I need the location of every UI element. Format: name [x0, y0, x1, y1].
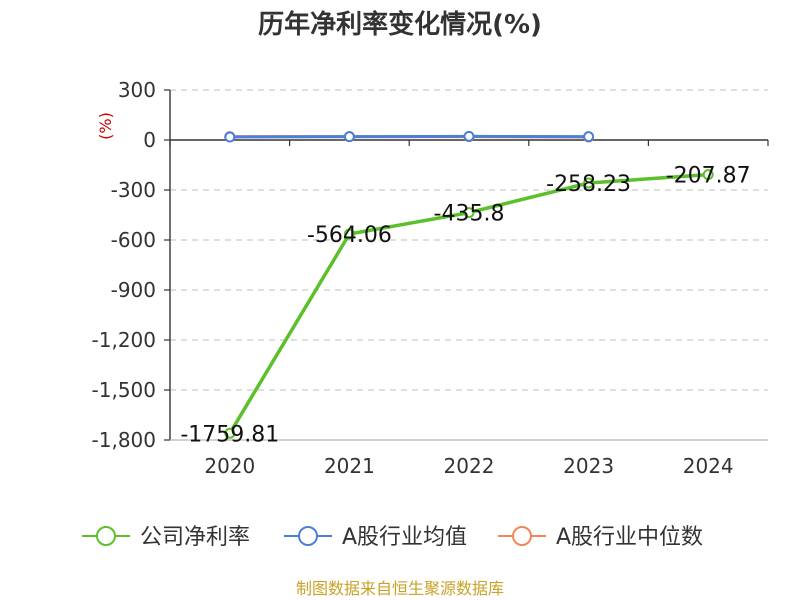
- source-note: 制图数据来自恒生聚源数据库: [296, 579, 504, 598]
- data-label: -564.06: [307, 223, 392, 248]
- data-point: [343, 131, 355, 143]
- x-tick-label: 2024: [683, 454, 734, 478]
- data-point: [463, 207, 475, 219]
- y-tick-label: 300: [118, 78, 156, 102]
- x-tick-label: 2023: [563, 454, 614, 478]
- data-point: [463, 130, 475, 142]
- data-point: [702, 169, 714, 181]
- y-tick-label: -300: [111, 178, 156, 202]
- y-tick-label: -1,200: [92, 328, 156, 352]
- legend-label: A股行业中位数: [556, 525, 703, 550]
- data-label: -207.87: [666, 164, 751, 189]
- x-tick-label: 2020: [204, 454, 255, 478]
- series-line-1: [229, 134, 589, 139]
- legend-label: A股行业均值: [342, 525, 467, 550]
- y-tick-label: -900: [111, 278, 156, 302]
- data-label: -1759.81: [180, 422, 279, 447]
- series-lines: [224, 130, 714, 439]
- legend-marker: [298, 526, 318, 546]
- data-labels: -1759.81 -564.06 -435.8 -258.23 -207.87: [180, 164, 750, 448]
- data-label: -258.23: [546, 172, 631, 197]
- y-axis-unit: (%): [96, 112, 115, 140]
- y-tick-label: 0: [143, 128, 156, 152]
- legend-item-2[interactable]: A股行业中位数: [498, 525, 703, 550]
- data-point: [224, 131, 236, 143]
- legend-item-1[interactable]: A股行业均值: [284, 525, 467, 550]
- y-tick-label: -600: [111, 228, 156, 252]
- grid-lines: [170, 89, 768, 441]
- y-tick-label: -1,800: [92, 428, 156, 452]
- legend: 公司净利率 A股行业均值 A股行业中位数: [82, 525, 703, 550]
- legend-marker: [96, 526, 116, 546]
- legend-item-0[interactable]: 公司净利率: [82, 525, 250, 550]
- x-tick-label: 2021: [324, 454, 375, 478]
- chart-title: 历年净利率变化情况(%): [258, 9, 542, 40]
- y-axis-ticks: 300 0 -300 -600 -900 -1,200 -1,500 -1,800: [92, 78, 156, 452]
- data-point: [583, 177, 595, 189]
- data-point: [343, 228, 355, 240]
- data-point: [224, 427, 236, 439]
- y-tick-label: -1,500: [92, 378, 156, 402]
- data-label: -435.8: [434, 202, 505, 227]
- x-tick-label: 2022: [444, 454, 495, 478]
- data-point: [583, 131, 595, 143]
- legend-marker: [512, 526, 532, 546]
- x-axis-ticks: 2020 2021 2022 2023 2024: [204, 454, 733, 478]
- legend-label: 公司净利率: [140, 525, 250, 550]
- axes: [164, 89, 769, 441]
